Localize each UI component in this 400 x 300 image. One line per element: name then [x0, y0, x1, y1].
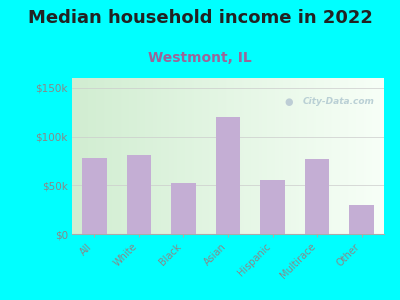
- Bar: [126, 155, 151, 234]
- Text: Westmont, IL: Westmont, IL: [148, 51, 252, 65]
- Text: City-Data.com: City-Data.com: [303, 97, 375, 106]
- Text: ●: ●: [284, 97, 293, 107]
- Text: Median household income in 2022: Median household income in 2022: [28, 9, 372, 27]
- Bar: [82, 158, 106, 234]
- Bar: [216, 117, 240, 234]
- Bar: [305, 159, 330, 234]
- Bar: [350, 205, 374, 234]
- Bar: [260, 180, 285, 234]
- Bar: [171, 183, 196, 234]
